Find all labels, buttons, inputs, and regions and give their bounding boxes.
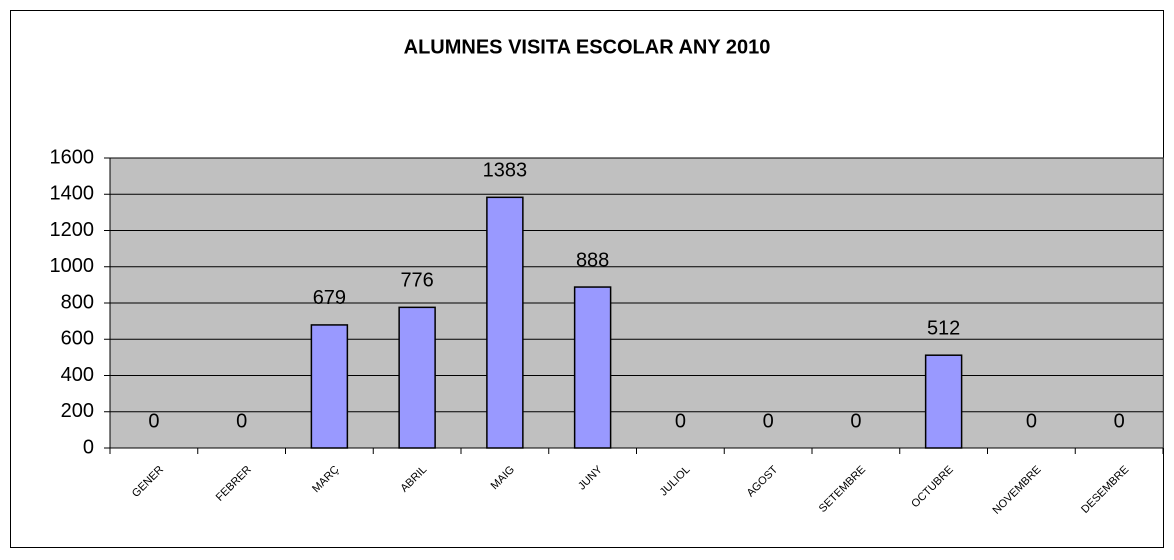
y-tick-label: 200 (61, 400, 94, 422)
value-label: 888 (576, 249, 609, 271)
bar (310, 324, 349, 449)
y-tick-label: 600 (61, 328, 94, 350)
y-tick-label: 1200 (50, 219, 95, 241)
y-tick-label: 1600 (50, 146, 95, 168)
bar (486, 196, 524, 449)
value-label: 512 (927, 317, 960, 339)
value-label: 0 (850, 410, 861, 432)
bar (573, 286, 612, 449)
value-label: 1383 (483, 160, 528, 182)
chart-title: ALUMNES VISITA ESCOLAR ANY 2010 (404, 36, 771, 58)
value-label: 0 (148, 410, 159, 432)
value-label: 0 (1114, 410, 1125, 432)
value-label: 0 (236, 410, 247, 432)
y-tick-label: 400 (61, 364, 94, 386)
y-tick-label: 1400 (50, 183, 95, 205)
value-label: 776 (400, 270, 433, 292)
bar (924, 354, 963, 449)
value-label: 0 (1026, 410, 1037, 432)
y-tick-label: 1000 (50, 255, 95, 277)
value-label: 679 (313, 287, 346, 309)
bar (398, 306, 436, 449)
y-tick-label: 0 (83, 436, 94, 458)
value-label: 0 (675, 410, 686, 432)
value-label: 0 (763, 410, 774, 432)
y-tick-label: 800 (61, 291, 94, 313)
